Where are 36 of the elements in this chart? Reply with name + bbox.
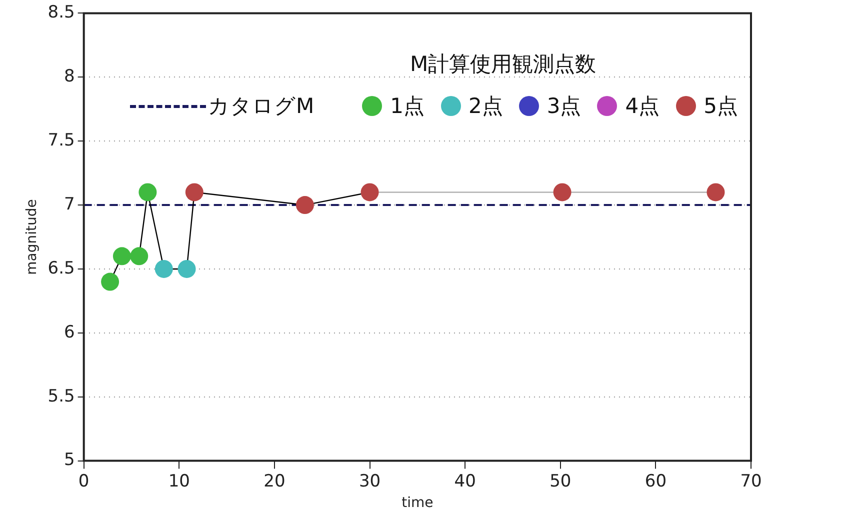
x-tick-label: 30 [358, 471, 381, 492]
legend-label: 4点 [625, 93, 660, 120]
point [154, 260, 173, 278]
x-tick-label: 50 [550, 471, 572, 492]
x-axis-title: time [402, 495, 434, 512]
y-tick-label: 5.5 [48, 386, 75, 406]
point [101, 272, 120, 291]
legend-label: 5点 [704, 93, 738, 120]
legend-label: カタログM [208, 93, 314, 120]
point [138, 183, 157, 202]
legend-label: 1点 [390, 93, 424, 120]
y-tick-label: 6.5 [48, 258, 75, 278]
point [130, 247, 148, 266]
y-tick-label: 8 [64, 66, 75, 87]
x-tick-label: 40 [454, 471, 476, 492]
x-tick-label: 0 [78, 471, 90, 492]
y-axis-title: magnitude [24, 199, 40, 275]
x-tick-label: 60 [644, 471, 667, 492]
x-tick-label: 70 [740, 471, 762, 492]
point [553, 183, 572, 202]
y-tick-label: 5 [64, 450, 75, 470]
y-tick-label: 6 [64, 322, 75, 342]
point [296, 196, 314, 214]
legend-label: 3点 [546, 93, 582, 120]
y-tick-label: 7 [64, 194, 75, 214]
point [178, 260, 196, 278]
point [112, 247, 131, 266]
point [185, 183, 204, 202]
point [706, 183, 725, 202]
x-tick-label: 20 [264, 471, 286, 492]
x-tick-label: 10 [168, 471, 190, 492]
legend-title: M計算使用観測点数 [410, 51, 598, 78]
y-tick-label: 8.5 [48, 2, 75, 23]
legend-label: 2点 [468, 93, 503, 120]
y-tick-label: 7.5 [48, 130, 75, 151]
point [360, 183, 379, 202]
